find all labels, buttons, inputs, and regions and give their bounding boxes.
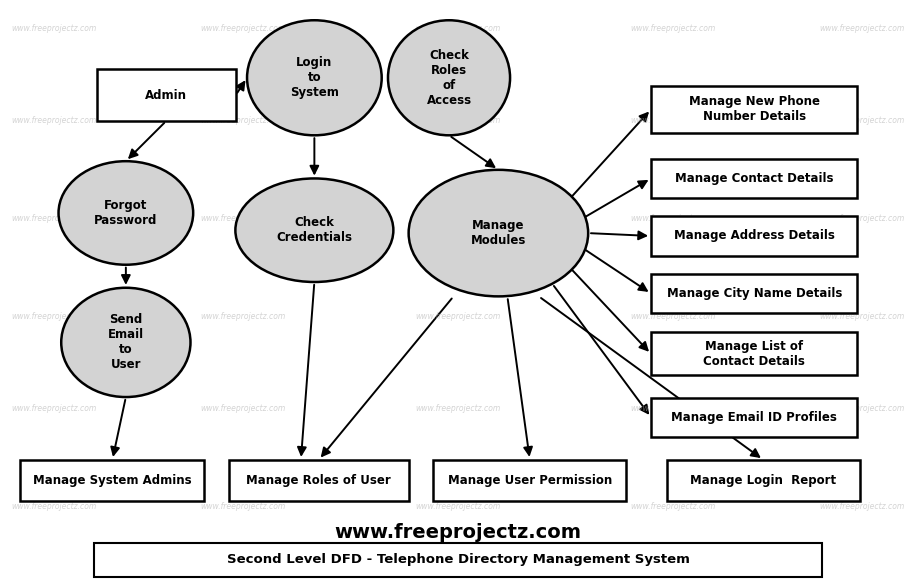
Text: www.freeprojectz.com: www.freeprojectz.com [819, 312, 905, 321]
Text: www.freeprojectz.com: www.freeprojectz.com [819, 116, 905, 126]
Text: www.freeprojectz.com: www.freeprojectz.com [415, 502, 501, 511]
Text: Manage
Modules: Manage Modules [471, 219, 526, 247]
Bar [97, 69, 235, 121]
Text: www.freeprojectz.com: www.freeprojectz.com [415, 116, 501, 126]
Text: Manage System Admins: Manage System Admins [33, 474, 191, 487]
Bar [229, 460, 409, 501]
Text: www.freeprojectz.com: www.freeprojectz.com [200, 502, 285, 511]
Bar [433, 460, 627, 501]
Text: www.freeprojectz.com: www.freeprojectz.com [819, 214, 905, 223]
Text: www.freeprojectz.com: www.freeprojectz.com [819, 404, 905, 413]
Text: www.freeprojectz.com: www.freeprojectz.com [415, 25, 501, 33]
Text: Manage List of
Contact Details: Manage List of Contact Details [703, 340, 805, 368]
Ellipse shape [59, 161, 193, 265]
Text: www.freeprojectz.com: www.freeprojectz.com [200, 25, 285, 33]
Text: www.freeprojectz.com: www.freeprojectz.com [415, 404, 501, 413]
Text: www.freeprojectz.com: www.freeprojectz.com [415, 214, 501, 223]
Text: www.freeprojectz.com: www.freeprojectz.com [631, 116, 716, 126]
Text: www.freeprojectz.com: www.freeprojectz.com [631, 404, 716, 413]
Text: www.freeprojectz.com: www.freeprojectz.com [11, 404, 97, 413]
Text: Manage Login  Report: Manage Login Report [690, 474, 836, 487]
Text: www.freeprojectz.com: www.freeprojectz.com [819, 502, 905, 511]
Ellipse shape [388, 21, 510, 136]
Text: www.freeprojectz.com: www.freeprojectz.com [631, 312, 716, 321]
Bar [651, 332, 857, 376]
Text: www.freeprojectz.com: www.freeprojectz.com [631, 502, 716, 511]
Text: Manage Address Details: Manage Address Details [674, 230, 834, 242]
Text: Second Level DFD - Telephone Directory Management System: Second Level DFD - Telephone Directory M… [226, 554, 690, 566]
Text: www.freeprojectz.com: www.freeprojectz.com [334, 523, 582, 542]
Bar [651, 217, 857, 255]
Text: Forgot
Password: Forgot Password [94, 199, 158, 227]
Text: www.freeprojectz.com: www.freeprojectz.com [415, 312, 501, 321]
Bar [651, 274, 857, 313]
Text: www.freeprojectz.com: www.freeprojectz.com [11, 502, 97, 511]
Text: www.freeprojectz.com: www.freeprojectz.com [11, 214, 97, 223]
Text: www.freeprojectz.com: www.freeprojectz.com [200, 404, 285, 413]
Bar [667, 460, 860, 501]
Text: www.freeprojectz.com: www.freeprojectz.com [200, 214, 285, 223]
Bar [651, 397, 857, 437]
Text: Manage New Phone
Number Details: Manage New Phone Number Details [689, 96, 820, 123]
Text: Check
Credentials: Check Credentials [277, 216, 353, 244]
Ellipse shape [235, 178, 393, 282]
Text: Manage User Permission: Manage User Permission [448, 474, 612, 487]
Bar [651, 159, 857, 198]
Text: www.freeprojectz.com: www.freeprojectz.com [819, 25, 905, 33]
Text: Check
Roles
of
Access: Check Roles of Access [427, 49, 472, 107]
Ellipse shape [61, 288, 191, 397]
Ellipse shape [409, 170, 588, 296]
Text: www.freeprojectz.com: www.freeprojectz.com [631, 25, 716, 33]
Bar [651, 86, 857, 133]
Text: Send
Email
to
User: Send Email to User [108, 313, 144, 372]
Text: www.freeprojectz.com: www.freeprojectz.com [11, 25, 97, 33]
Ellipse shape [247, 21, 382, 136]
Text: www.freeprojectz.com: www.freeprojectz.com [11, 312, 97, 321]
Bar [20, 460, 204, 501]
Text: www.freeprojectz.com: www.freeprojectz.com [200, 312, 285, 321]
Text: Admin: Admin [146, 89, 187, 102]
Text: Manage Roles of User: Manage Roles of User [246, 474, 391, 487]
Text: Manage City Name Details: Manage City Name Details [667, 287, 842, 300]
Text: Manage Email ID Profiles: Manage Email ID Profiles [671, 411, 837, 424]
Text: Manage Contact Details: Manage Contact Details [675, 172, 834, 185]
Bar [94, 543, 822, 576]
Text: www.freeprojectz.com: www.freeprojectz.com [631, 214, 716, 223]
Text: Login
to
System: Login to System [290, 56, 339, 99]
Text: www.freeprojectz.com: www.freeprojectz.com [200, 116, 285, 126]
Text: www.freeprojectz.com: www.freeprojectz.com [11, 116, 97, 126]
